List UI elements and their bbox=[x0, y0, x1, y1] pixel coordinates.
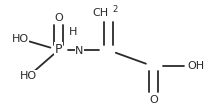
Text: H: H bbox=[69, 28, 77, 38]
Text: O: O bbox=[54, 13, 63, 23]
Text: HO: HO bbox=[12, 34, 29, 44]
Text: HO: HO bbox=[20, 71, 37, 81]
Text: CH: CH bbox=[92, 8, 108, 18]
Text: P: P bbox=[55, 43, 62, 56]
Text: 2: 2 bbox=[112, 5, 118, 14]
Text: N: N bbox=[75, 46, 84, 56]
Text: O: O bbox=[149, 95, 158, 105]
Text: OH: OH bbox=[187, 61, 204, 71]
